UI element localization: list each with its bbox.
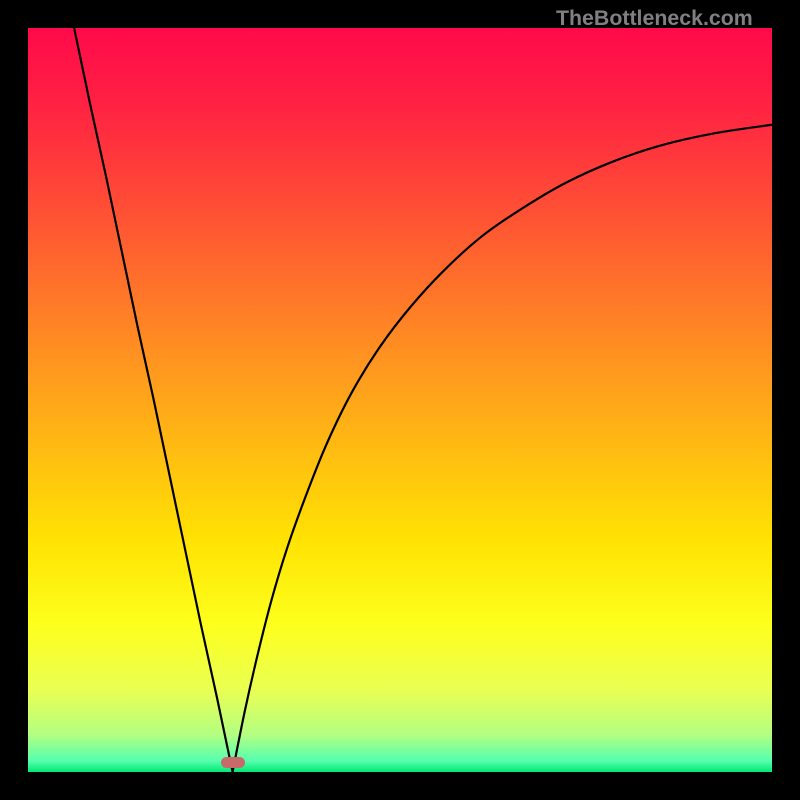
chart-container: TheBottleneck.com	[0, 0, 800, 800]
curve-path	[74, 28, 772, 772]
watermark-text: TheBottleneck.com	[556, 6, 753, 31]
plot-area	[28, 28, 772, 772]
bottleneck-marker	[221, 757, 245, 768]
frame-right	[772, 0, 800, 800]
bottleneck-curve	[28, 28, 772, 772]
frame-bottom	[0, 772, 800, 800]
frame-left	[0, 0, 28, 800]
